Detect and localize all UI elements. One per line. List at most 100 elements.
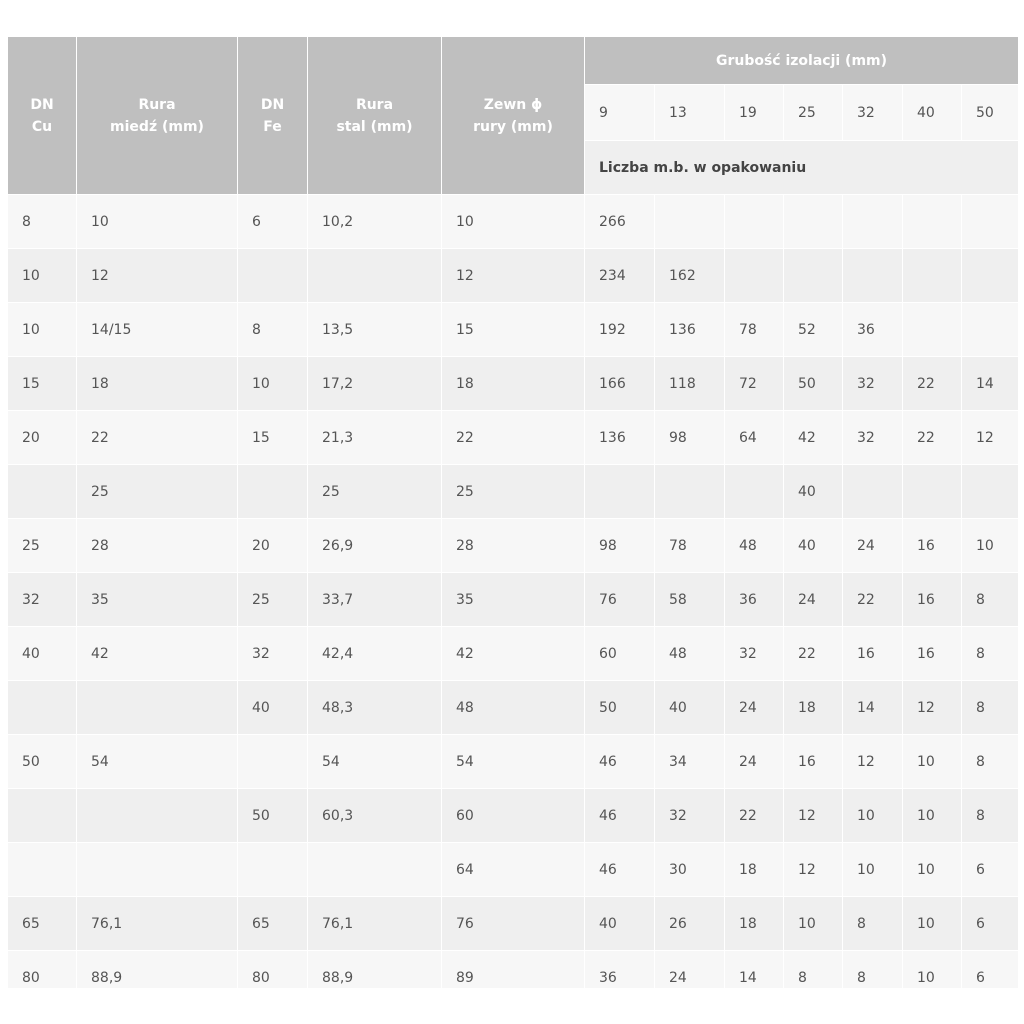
table-cell: 12 [960, 410, 1018, 465]
table-cell: 28 [441, 518, 585, 573]
table-cell: 10 [842, 788, 903, 843]
table-cell: 88,9 [307, 950, 442, 988]
table-cell: 21,3 [307, 410, 442, 465]
thickness-row: 9 13 19 25 32 40 50 [8, 84, 1018, 141]
table-cell: 40 [783, 464, 843, 519]
thickness-header-cell: 13 [654, 84, 725, 141]
table-cell: 76,1 [76, 896, 238, 951]
table-cell: 18 [76, 356, 238, 411]
table-cell: 24 [842, 518, 903, 573]
table-cell: 8 [842, 950, 903, 988]
table-cell: 52 [783, 302, 843, 357]
table-cell: 25 [76, 464, 238, 519]
table-cell [960, 248, 1018, 303]
table-cell: 25 [441, 464, 585, 519]
table-cell [902, 464, 962, 519]
table-cell: 22 [441, 410, 585, 465]
table-cell: 20 [7, 410, 77, 465]
table-row: 20 22 15 21,3 22 136 98 64 42 32 22 12 [7, 410, 1018, 465]
table-cell: 88,9 [76, 950, 238, 988]
table-cell: 6 [237, 194, 308, 249]
table-cell [960, 194, 1018, 249]
table-cell: 10 [76, 194, 238, 249]
table-cell [7, 680, 77, 735]
table-cell: 15 [237, 410, 308, 465]
header-dn-fe: DN Fe [237, 36, 308, 195]
table-body: 8 10 6 10,2 10 266 10 12 12 234 162 10 14/15 8 13,5 15 1… [7, 194, 1018, 988]
table-cell: 18 [441, 356, 585, 411]
table-cell: 136 [654, 302, 725, 357]
table-cell: 20 [237, 518, 308, 573]
table-cell: 48 [724, 518, 784, 573]
table-row: 25 25 25 40 [7, 464, 1018, 519]
table-cell: 50 [7, 734, 77, 789]
table-cell: 48 [654, 626, 725, 681]
thickness-header-cell: 50 [960, 84, 1018, 141]
table-cell: 54 [441, 734, 585, 789]
table-row: 15 18 10 17,2 18 166 118 72 50 32 22 14 [7, 356, 1018, 411]
table-cell [960, 302, 1018, 357]
header-line: miedź (mm) [110, 118, 204, 135]
table-cell: 40 [237, 680, 308, 735]
table-cell: 58 [654, 572, 725, 627]
table-cell: 25 [7, 518, 77, 573]
header-zewn: Zewn ϕ rury (mm) [441, 36, 585, 195]
table-row: 25 28 20 26,9 28 98 78 48 40 24 16 10 [7, 518, 1018, 573]
table-cell: 10 [902, 842, 962, 897]
header-rura-miedz: Rura miedź (mm) [76, 36, 238, 195]
table-cell: 18 [783, 680, 843, 735]
table-cell: 46 [584, 842, 655, 897]
table-cell: 24 [724, 680, 784, 735]
table-cell: 26 [654, 896, 725, 951]
table-cell: 30 [654, 842, 725, 897]
table-cell [902, 248, 962, 303]
table-cell: 136 [584, 410, 655, 465]
table-cell [783, 248, 843, 303]
table-cell: 50 [237, 788, 308, 843]
table-cell: 46 [584, 734, 655, 789]
table-cell: 8 [960, 734, 1018, 789]
table-cell: 166 [584, 356, 655, 411]
table-cell: 25 [307, 464, 442, 519]
table-cell: 10 [960, 518, 1018, 573]
header-line: Rura [355, 96, 394, 113]
table-cell: 36 [724, 572, 784, 627]
table-cell [237, 464, 308, 519]
table-cell: 16 [902, 626, 962, 681]
table-cell: 10 [7, 248, 77, 303]
table-cell [584, 464, 655, 519]
table-cell: 24 [724, 734, 784, 789]
table-cell [902, 194, 962, 249]
table-cell: 22 [902, 410, 962, 465]
table-cell: 17,2 [307, 356, 442, 411]
table-cell: 22 [724, 788, 784, 843]
table-cell: 24 [783, 572, 843, 627]
table-cell: 60 [584, 626, 655, 681]
table-cell: 26,9 [307, 518, 442, 573]
table-cell [237, 734, 308, 789]
table-cell: 78 [724, 302, 784, 357]
table-cell: 10,2 [307, 194, 442, 249]
table-cell: 10 [902, 788, 962, 843]
table-cell: 40 [584, 896, 655, 951]
table-row: 40 48,3 48 50 40 24 18 14 12 8 [7, 680, 1018, 735]
table-cell: 60 [441, 788, 585, 843]
table-cell: 14 [842, 680, 903, 735]
table-cell [902, 302, 962, 357]
table-cell: 10 [902, 896, 962, 951]
table-row: 32 35 25 33,7 35 76 58 36 24 22 16 8 [7, 572, 1018, 627]
header-line: Fe [263, 118, 282, 135]
table-cell: 22 [76, 410, 238, 465]
table-cell: 8 [842, 896, 903, 951]
table-cell: 10 [842, 842, 903, 897]
table-cell [842, 194, 903, 249]
thickness-header-cell: 25 [783, 84, 843, 141]
table-cell: 118 [654, 356, 725, 411]
table-cell: 32 [7, 572, 77, 627]
table-cell: 33,7 [307, 572, 442, 627]
table-cell: 18 [724, 842, 784, 897]
table-cell: 14 [724, 950, 784, 988]
table-cell: 16 [902, 572, 962, 627]
table-cell: 64 [441, 842, 585, 897]
table-cell: 40 [654, 680, 725, 735]
